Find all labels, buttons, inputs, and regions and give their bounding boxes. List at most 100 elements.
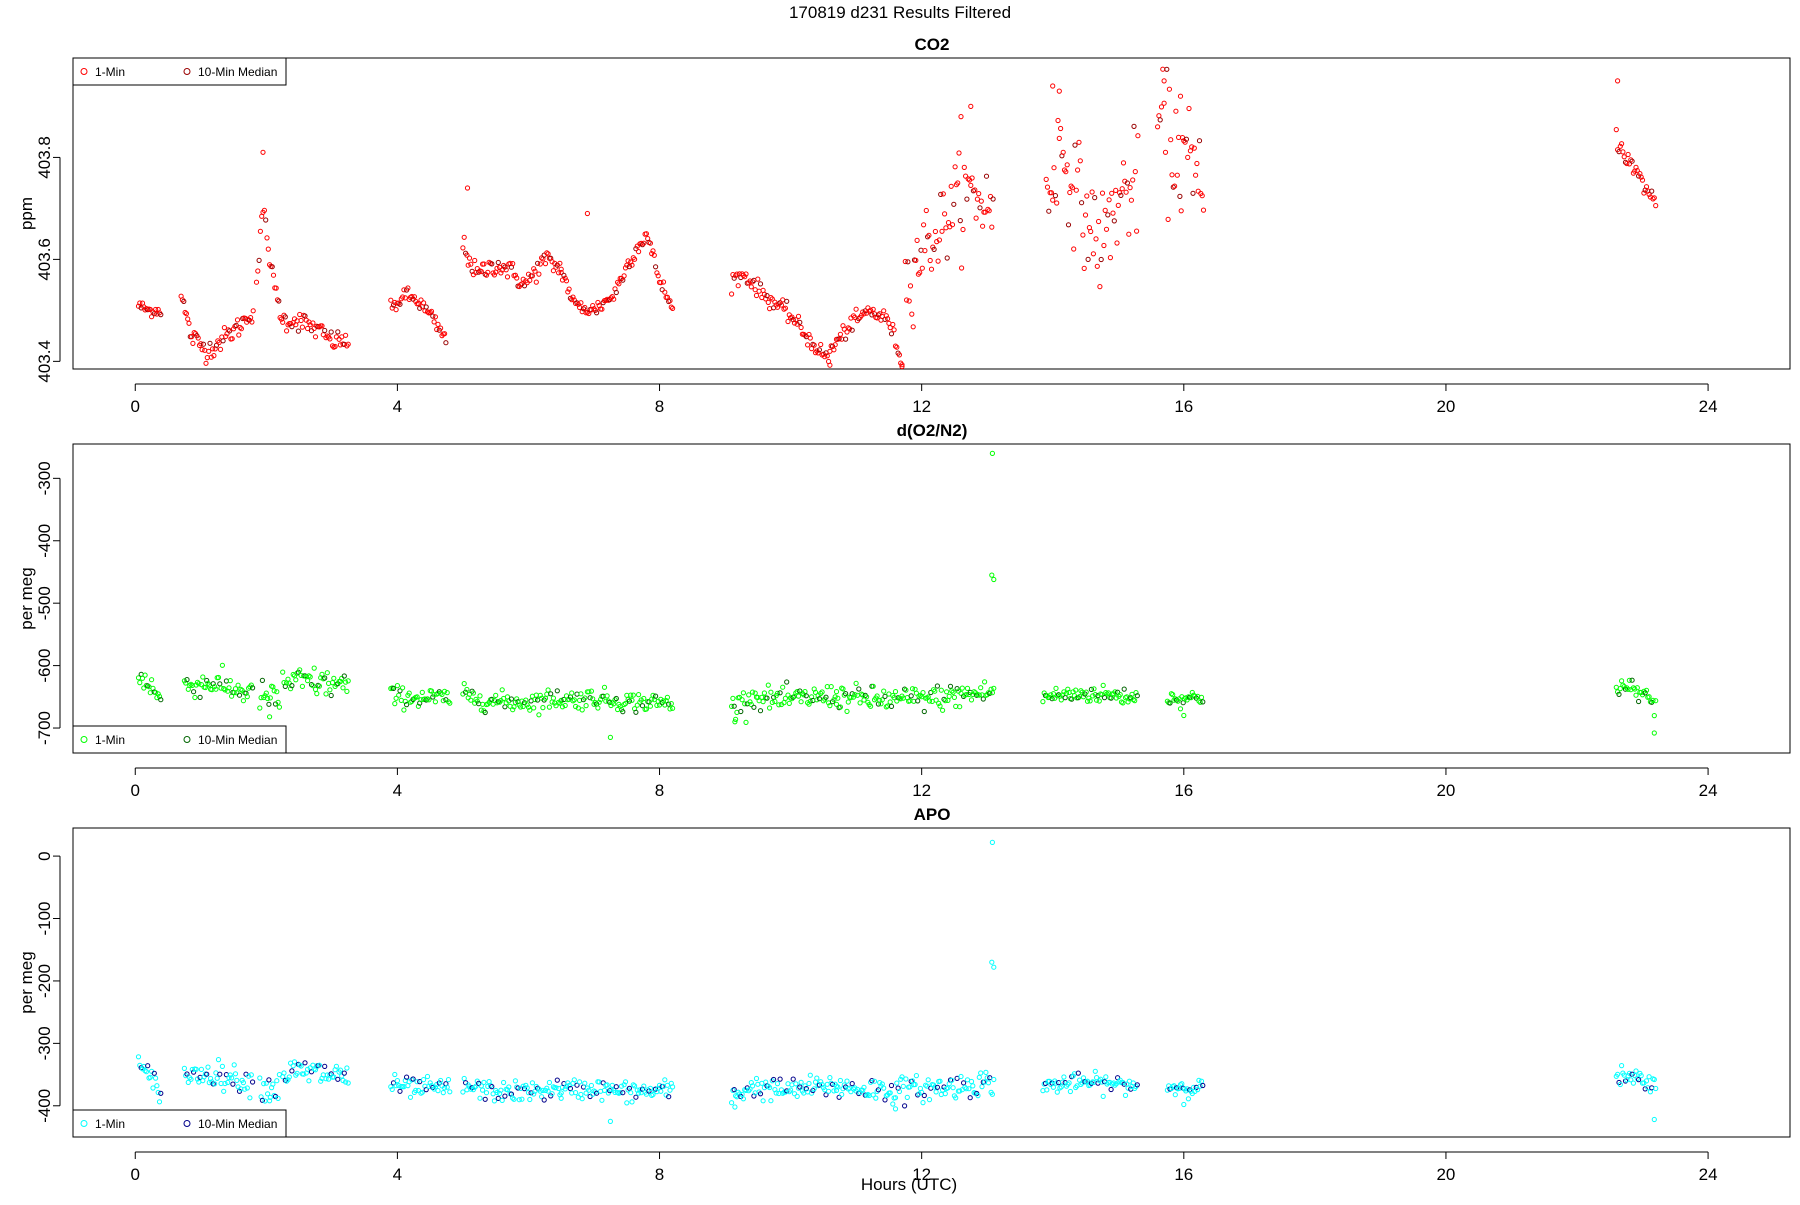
median-point <box>1115 689 1121 695</box>
data-point <box>205 1064 211 1070</box>
median-point <box>797 1084 803 1090</box>
data-point <box>1080 232 1086 238</box>
data-point <box>650 248 656 254</box>
data-point <box>1106 197 1112 203</box>
data-point <box>917 270 923 276</box>
data-point <box>960 226 966 233</box>
data-point <box>748 284 754 290</box>
data-point <box>1195 1087 1201 1093</box>
median-point <box>967 1095 973 1101</box>
median-point <box>1111 218 1117 224</box>
data-point <box>632 1083 638 1089</box>
data-point <box>1103 1074 1109 1080</box>
y-axis-label: per meg <box>17 951 36 1013</box>
median-point <box>574 1082 580 1088</box>
data-point <box>276 704 282 710</box>
data-point <box>957 1088 963 1094</box>
median-point <box>1069 696 1075 702</box>
data-point <box>896 352 903 358</box>
median-point <box>289 1068 295 1074</box>
median-point <box>1642 1086 1648 1092</box>
data-point <box>421 1077 427 1083</box>
median-point <box>915 1092 921 1098</box>
data-point <box>636 692 642 698</box>
data-point <box>214 1075 220 1081</box>
data-point <box>198 682 204 688</box>
data-point <box>1134 228 1140 234</box>
data-point <box>1617 143 1623 149</box>
median-point <box>666 1094 672 1100</box>
data-point <box>445 699 452 705</box>
median-point <box>1088 686 1095 693</box>
y-tick-label: -200 <box>35 964 54 998</box>
data-point <box>1060 149 1066 155</box>
data-point <box>1651 713 1657 719</box>
data-point <box>896 1088 903 1095</box>
median-point <box>184 677 190 683</box>
median-point <box>626 264 633 270</box>
data-point <box>288 321 294 327</box>
median-point <box>151 1070 157 1076</box>
data-point <box>333 1063 339 1069</box>
data-point <box>740 272 747 278</box>
data-point <box>516 1097 522 1103</box>
data-point <box>460 1089 466 1095</box>
data-point <box>910 324 916 330</box>
median-point <box>430 313 436 319</box>
data-point <box>150 1085 156 1091</box>
data-point <box>752 690 758 696</box>
data-point <box>909 686 916 692</box>
legend-label-one-min: 1-Min <box>95 1117 125 1131</box>
data-point <box>1052 695 1058 701</box>
data-point <box>1060 1079 1066 1085</box>
data-point <box>879 697 885 703</box>
median-point <box>463 689 469 695</box>
data-point <box>542 261 549 267</box>
data-point <box>1617 1081 1623 1088</box>
legend-label-median: 10-Min Median <box>198 65 277 79</box>
data-point <box>883 313 889 319</box>
data-point <box>345 341 351 347</box>
median-point <box>250 1079 256 1085</box>
data-point <box>264 235 270 241</box>
data-point <box>1628 157 1634 163</box>
data-point <box>978 1070 984 1076</box>
data-point <box>963 1086 969 1092</box>
data-point <box>424 1073 431 1080</box>
data-point <box>419 689 425 696</box>
data-point <box>942 1091 948 1097</box>
panel-3: APO 0 4 8 12 16 20 24 -400 -300 -200 -100 0 per meg 1-… <box>17 805 1791 1184</box>
data-point <box>736 1091 743 1097</box>
data-point <box>293 677 299 683</box>
data-point <box>900 1083 906 1090</box>
median-point <box>436 1080 442 1086</box>
data-point <box>1092 1068 1098 1074</box>
data-point <box>651 252 657 258</box>
data-point <box>198 341 204 347</box>
data-point <box>595 299 601 306</box>
outlier-point <box>1651 1116 1657 1123</box>
data-point <box>546 704 553 710</box>
median-point <box>659 287 665 293</box>
median-point <box>404 1074 410 1080</box>
data-point <box>932 228 939 235</box>
data-point <box>493 692 499 699</box>
data-point <box>1196 1077 1202 1083</box>
median-point <box>882 1097 888 1103</box>
panel-title: CO2 <box>915 35 950 54</box>
median-point <box>790 1076 796 1082</box>
median-point <box>987 1075 993 1081</box>
median-point <box>276 298 282 304</box>
data-point <box>881 1085 887 1091</box>
median-point <box>390 685 397 692</box>
data-point <box>612 697 618 703</box>
median-point <box>639 703 646 709</box>
data-point <box>1651 1076 1657 1083</box>
data-point <box>1040 699 1046 705</box>
median-point <box>594 310 600 316</box>
data-point <box>782 695 789 702</box>
data-point <box>791 1091 798 1097</box>
data-point <box>221 686 227 692</box>
data-point <box>407 1094 414 1100</box>
median-point <box>302 1060 308 1066</box>
